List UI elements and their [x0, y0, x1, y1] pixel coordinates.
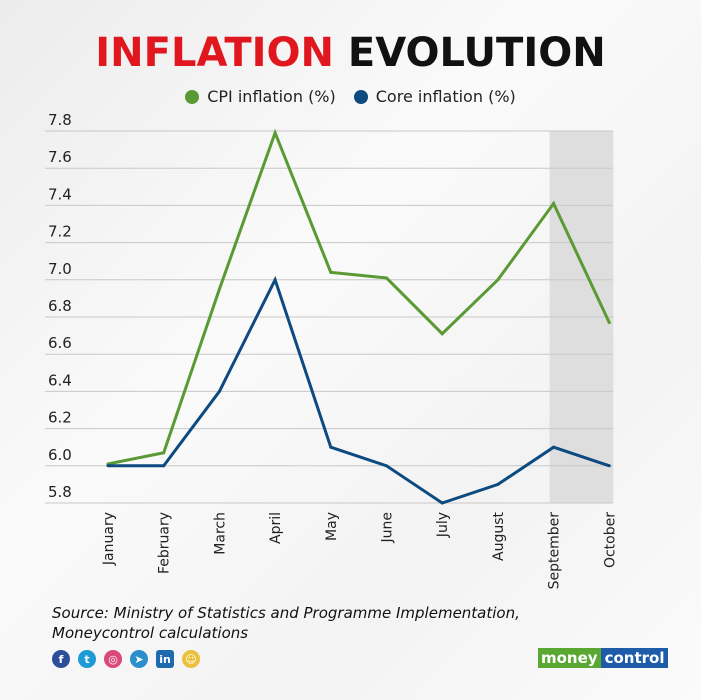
legend-swatch-core	[353, 89, 368, 104]
y-tick-label: 7.4	[48, 185, 72, 203]
data-point-core	[273, 278, 277, 282]
data-point-core	[217, 389, 221, 393]
social-icons: f t ◎ ➤ in ☺	[52, 650, 200, 668]
data-point-core	[607, 464, 611, 468]
source-note: Source: Ministry of Statistics and Progr…	[52, 603, 520, 643]
moneycontrol-logo: money control	[538, 648, 669, 668]
y-tick-label: 7.2	[48, 223, 72, 241]
data-point-cpi	[385, 276, 388, 280]
logo-part2: control	[600, 648, 669, 668]
source-line-1: Source: Ministry of Statistics and Progr…	[52, 604, 520, 622]
y-tick-label: 6.0	[48, 446, 72, 464]
title-part2: EVOLUTION	[347, 30, 606, 76]
y-tick-label: 6.4	[48, 371, 72, 389]
legend-label-cpi: CPI inflation (%)	[207, 87, 336, 106]
x-tick-label: May	[324, 512, 340, 541]
data-point-core	[329, 445, 333, 449]
data-point-cpi	[607, 321, 611, 325]
x-tick-label: February	[157, 512, 173, 574]
data-point-cpi	[329, 270, 333, 274]
legend: CPI inflation (%) Core inflation (%)	[0, 87, 701, 106]
data-point-core	[106, 464, 110, 468]
data-point-cpi	[440, 332, 444, 336]
x-tick-label: January	[101, 512, 117, 566]
logo-part1: money	[538, 648, 601, 668]
x-tick-label: July	[435, 512, 451, 538]
data-point-cpi	[217, 287, 221, 291]
data-point-core	[440, 501, 444, 505]
legend-item-cpi: CPI inflation (%)	[185, 87, 336, 106]
series-line-core	[108, 275, 610, 505]
data-point-core	[162, 464, 166, 468]
y-tick-label: 7.8	[48, 111, 72, 129]
data-point-cpi	[273, 131, 277, 135]
y-tick-label: 6.2	[48, 409, 72, 427]
instagram-icon[interactable]: ◎	[104, 650, 122, 668]
data-point-cpi	[162, 451, 166, 455]
x-tick-label: June	[380, 512, 396, 544]
legend-item-core: Core inflation (%)	[353, 87, 516, 106]
data-point-cpi	[552, 202, 556, 206]
chart-title: INFLATION EVOLUTION	[0, 30, 701, 76]
data-point-cpi	[496, 278, 500, 282]
x-tick-label: October	[602, 512, 618, 568]
legend-swatch-cpi	[185, 89, 200, 104]
series-line-cpi	[107, 128, 611, 466]
data-point-core	[496, 482, 500, 486]
y-tick-label: 6.8	[48, 297, 72, 315]
title-part1: INFLATION	[95, 30, 334, 76]
facebook-icon[interactable]: f	[52, 650, 70, 668]
source-line-2: Moneycontrol calculations	[52, 624, 249, 642]
y-tick-label: 7.0	[48, 260, 72, 278]
y-tick-label: 7.6	[48, 148, 72, 166]
y-tick-label: 5.8	[48, 483, 72, 501]
y-tick-label: 6.6	[48, 334, 72, 352]
x-tick-label: September	[547, 512, 563, 590]
twitter-icon[interactable]: t	[78, 650, 96, 668]
x-tick-label: March	[212, 512, 228, 555]
linkedin-icon[interactable]: in	[156, 650, 174, 668]
legend-label-core: Core inflation (%)	[375, 87, 516, 106]
x-tick-label: April	[268, 512, 284, 544]
telegram-icon[interactable]: ➤	[130, 650, 148, 668]
data-point-core	[385, 464, 388, 468]
snapchat-icon[interactable]: ☺	[182, 650, 200, 668]
data-point-core	[552, 445, 556, 449]
x-tick-label: August	[491, 511, 507, 561]
